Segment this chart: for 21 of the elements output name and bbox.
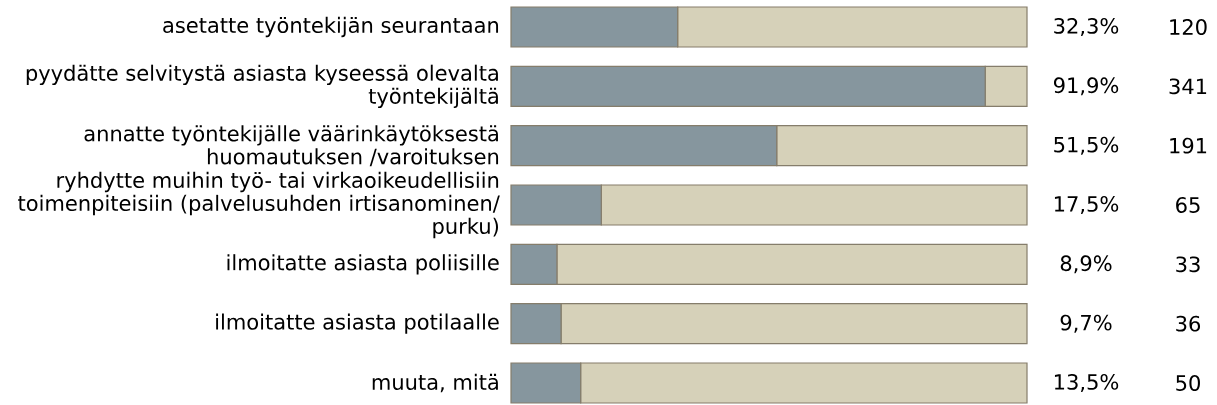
text: 33 xyxy=(1176,256,1200,273)
data-label: 9,7% xyxy=(1060,314,1112,333)
text: 341 xyxy=(1169,78,1207,95)
y-tick-label: muuta, mitä xyxy=(372,373,498,393)
text: 120 xyxy=(1170,19,1207,35)
y-tick-label: ryhdytte muihin työ- tai virkaoikeudellisiin toimenpiteisiin (palvelusuhden irtisanominen/ purku) xyxy=(18,171,500,239)
y-tick-label: ilmoitatte asiasta poliisille xyxy=(227,254,499,275)
data-label: 17,5% xyxy=(1054,195,1119,215)
y-tick-label: pyydätte selvitystä asiasta kyseessä olevalta työntekijältä xyxy=(26,64,498,109)
data-label: 32,3% xyxy=(1054,17,1119,37)
y-tick-label: asetatte työntekijän seurantaan xyxy=(163,16,499,38)
text: 191 xyxy=(1170,137,1207,154)
text: 50 xyxy=(1176,375,1200,391)
text: 65 xyxy=(1176,197,1200,213)
data-label: 8,9% xyxy=(1060,255,1112,274)
text: 36 xyxy=(1176,315,1201,332)
y-tick-label: ilmoitatte asiasta potilaalle xyxy=(216,313,499,334)
y-tick-label: annatte työntekijälle väärinkäytöksestä huomautuksen /varoituksen xyxy=(84,125,499,167)
data-label: 51,5% xyxy=(1054,136,1119,155)
data-label: 13,5% xyxy=(1054,373,1119,393)
data-label: 91,9% xyxy=(1053,77,1119,96)
